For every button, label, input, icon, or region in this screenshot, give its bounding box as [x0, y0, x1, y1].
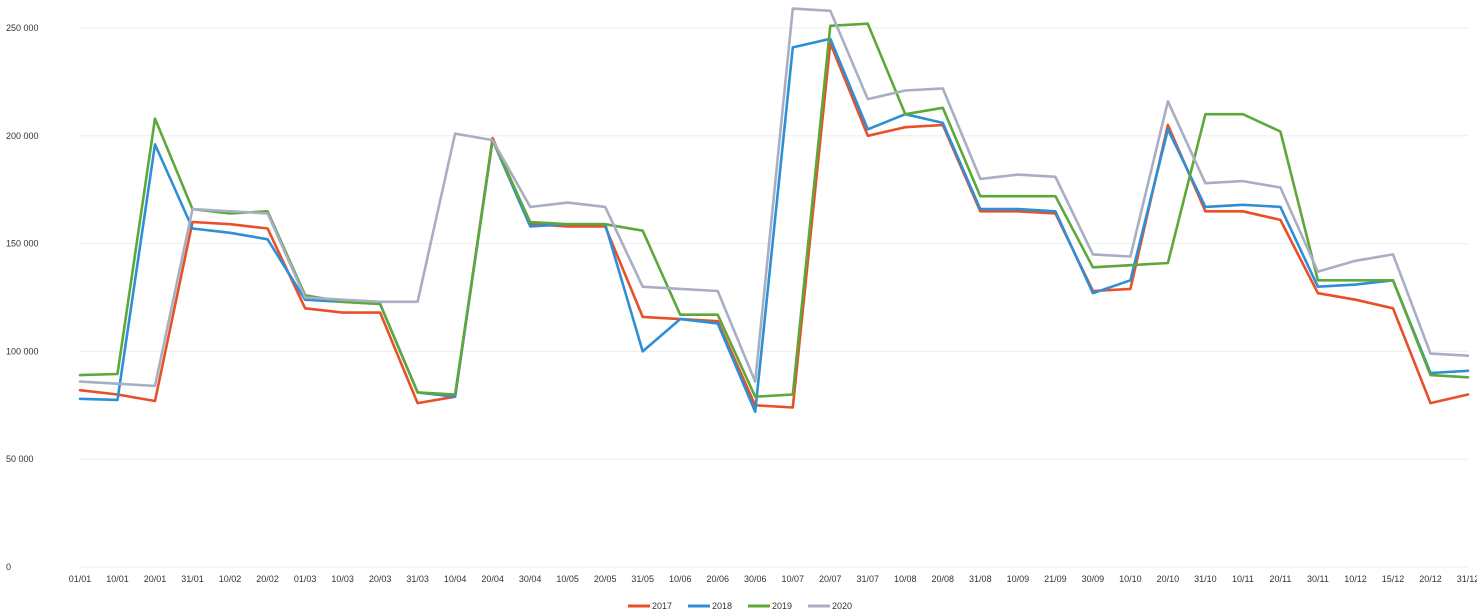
legend: 2017 2018 2019 2020	[628, 601, 852, 611]
x-tick-label: 31/07	[857, 574, 880, 584]
x-tick-label: 30/04	[519, 574, 542, 584]
y-tick-label: 200 000	[6, 131, 39, 141]
x-tick-label: 20/05	[594, 574, 617, 584]
x-tick-label: 30/09	[1082, 574, 1105, 584]
x-tick-label: 10/11	[1232, 574, 1254, 584]
y-tick-label: 0	[6, 562, 11, 572]
series-line-2018	[78, 37, 1470, 414]
x-tick-label: 31/05	[631, 574, 654, 584]
x-tick-label: 20/04	[481, 574, 504, 584]
x-tick-label: 10/02	[219, 574, 242, 584]
x-tick-label: 10/03	[331, 574, 354, 584]
x-tick-label: 10/04	[444, 574, 467, 584]
x-tick-label: 01/03	[294, 574, 317, 584]
x-tick-label: 20/02	[256, 574, 279, 584]
series-lines	[78, 7, 1470, 414]
grid-lines	[80, 27, 1468, 568]
x-tick-label: 20/10	[1157, 574, 1180, 584]
series-line-2017	[78, 41, 1470, 409]
legend-label-2019: 2019	[772, 601, 792, 611]
x-tick-label: 31/08	[969, 574, 992, 584]
x-tick-label: 20/06	[706, 574, 729, 584]
y-tick-label: 150 000	[6, 239, 39, 249]
x-tick-label: 20/11	[1270, 574, 1292, 584]
x-tick-label: 20/03	[369, 574, 392, 584]
x-tick-label: 10/06	[669, 574, 692, 584]
x-tick-label: 10/12	[1344, 574, 1367, 584]
legend-label-2017: 2017	[652, 601, 672, 611]
y-axis-ticks: 0 50 000 100 000 150 000 200 000 250 000	[6, 23, 39, 572]
x-tick-label: 10/09	[1007, 574, 1030, 584]
x-tick-label: 20/07	[819, 574, 842, 584]
x-tick-label: 20/12	[1419, 574, 1442, 584]
x-tick-label: 10/10	[1119, 574, 1142, 584]
x-tick-label: 10/08	[894, 574, 917, 584]
legend-label-2020: 2020	[832, 601, 852, 611]
series-line-2020	[78, 7, 1470, 388]
x-tick-label: 10/05	[556, 574, 579, 584]
series-line-2019	[78, 22, 1470, 399]
y-tick-label: 50 000	[6, 454, 34, 464]
x-tick-label: 01/01	[69, 574, 92, 584]
x-tick-label: 20/08	[932, 574, 955, 584]
x-tick-label: 31/03	[406, 574, 429, 584]
y-tick-label: 250 000	[6, 23, 39, 33]
x-tick-label: 21/09	[1044, 574, 1067, 584]
y-tick-label: 100 000	[6, 346, 39, 356]
legend-label-2018: 2018	[712, 601, 732, 611]
x-tick-label: 31/12	[1457, 574, 1477, 584]
x-axis-ticks: 01/01 10/01 20/01 31/01 10/02 20/02 01/03 10/03…	[69, 574, 1477, 584]
x-tick-label: 31/01	[181, 574, 204, 584]
x-tick-label: 30/06	[744, 574, 767, 584]
x-tick-label: 15/12	[1382, 574, 1405, 584]
x-tick-label: 30/11	[1307, 574, 1329, 584]
x-tick-label: 20/01	[144, 574, 167, 584]
x-tick-label: 31/10	[1194, 574, 1217, 584]
x-tick-label: 10/01	[106, 574, 129, 584]
x-tick-label: 10/07	[781, 574, 804, 584]
